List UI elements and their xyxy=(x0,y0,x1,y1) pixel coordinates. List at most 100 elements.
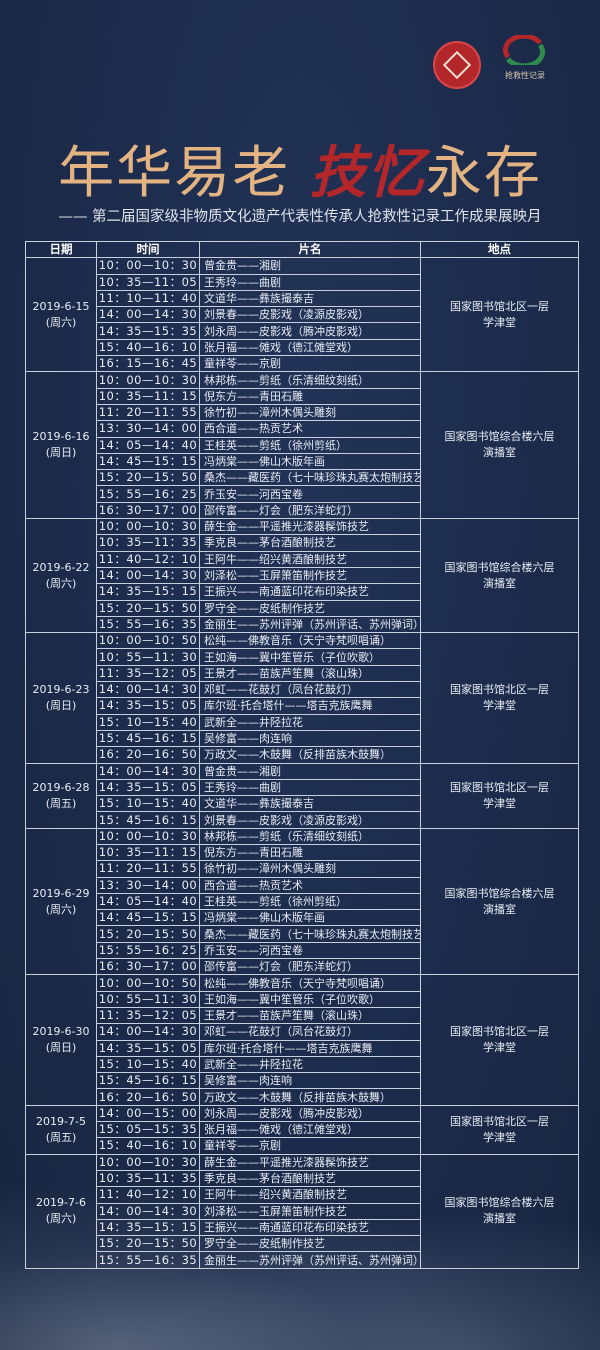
film-cell: 乔玉安——河西宝卷 xyxy=(199,485,421,503)
time-cell: 10：00—10：50 xyxy=(96,632,200,650)
weekday-text: (周五) xyxy=(45,1130,77,1144)
venue-cell: 国家图书馆北区一层 学津堂 xyxy=(420,632,579,764)
film-cell: 库尔班·托合塔什——塔吉克族鹰舞 xyxy=(199,1039,421,1057)
weekday-text: (周日) xyxy=(45,1041,77,1055)
date-cell: 2019-6-23 (周日) xyxy=(25,632,97,764)
time-cell: 15：10—15：40 xyxy=(96,1055,200,1074)
time-cell: 15：45—16：15 xyxy=(96,1072,200,1090)
weekday-text: (周日) xyxy=(45,446,77,460)
table-row: 15：20—15：50 罗守全——皮纸制作技艺 xyxy=(26,599,579,617)
venue-cell: 国家图书馆综合楼六层 演播室 xyxy=(420,827,579,976)
time-cell: 14：05—14：40 xyxy=(96,892,200,911)
film-cell: 林邦栋——剪纸（乐清细纹刻纸） xyxy=(199,371,421,389)
table-row: 16：20—16：50 万政文——木鼓舞（反排苗族木鼓舞） xyxy=(26,1088,579,1106)
film-cell: 童祥苓——京剧 xyxy=(199,1137,421,1155)
time-cell: 15：55—16：35 xyxy=(96,1251,200,1269)
time-cell: 15：20—15：50 xyxy=(96,469,200,487)
room-text: 演播室 xyxy=(483,902,516,916)
venue-text: 国家图书馆北区一层 xyxy=(450,682,549,696)
film-cell: 徐竹初——漳州木偶头雕刻 xyxy=(199,403,421,422)
venue-cell: 国家图书馆综合楼六层 演播室 xyxy=(420,1153,579,1269)
time-cell: 10：00—10：30 xyxy=(96,257,200,275)
film-cell: 吴修富——肉连响 xyxy=(199,1072,421,1090)
film-cell: 武新全——井陉拉花 xyxy=(199,1055,421,1074)
film-cell: 刘泽松——玉屏箫笛制作技艺 xyxy=(199,1202,421,1220)
time-cell: 11：40—12：10 xyxy=(96,1186,200,1204)
date-text: 2019-6-29 xyxy=(32,886,90,900)
time-cell: 10：35—11：35 xyxy=(96,534,200,552)
table-header-row: 日期 时间 片名 地点 xyxy=(25,240,579,259)
time-cell: 11：35—12：05 xyxy=(96,664,200,683)
table-row: 2019-6-22 (周六) 10：00—10：30 薛生金——平遥推光漆器髹饰技艺国… xyxy=(25,518,579,634)
time-cell: 14：35—15：05 xyxy=(96,697,200,715)
room-text: 学津堂 xyxy=(483,1041,516,1055)
time-cell: 14：35—15：35 xyxy=(96,322,200,340)
time-cell: 10：55—11：30 xyxy=(96,648,200,666)
room-text: 学津堂 xyxy=(483,1130,516,1144)
header-time: 时间 xyxy=(96,240,200,259)
film-cell: 邵传富——灯会（肥东洋蛇灯） xyxy=(199,501,421,520)
table-row: 15：55—16：35 金丽生——苏州评弹（苏州评话、苏州弹词） xyxy=(26,1251,579,1269)
header-venue: 地点 xyxy=(420,240,579,259)
date-cell: 2019-6-22 (周六) xyxy=(25,518,97,634)
table-row: 14：05—14：40 王桂英——剪纸（徐州剪纸） xyxy=(26,436,579,454)
table-row: 2019-6-15 (周六) 10：00—10：30 曾金贵——湘剧 国家图书馆北区一层… xyxy=(25,257,579,373)
time-cell: 15：10—15：40 xyxy=(96,795,200,813)
table-row: 11：20—11：55 徐竹初——漳州木偶头雕刻 xyxy=(26,403,579,422)
time-cell: 15：40—16：10 xyxy=(96,1137,200,1155)
table-row: 15：05—15：35 张月福——傩戏（德江傩堂戏） xyxy=(26,1121,579,1139)
date-cell: 2019-6-16 (周日) xyxy=(25,371,97,520)
film-cell: 薛生金——平遥推光漆器髹饰技艺 xyxy=(199,518,421,536)
table-row: 10：35—11：35 季克良——茅台酒酿制技艺 xyxy=(26,534,579,552)
table-row: 14：00—14：30 刘泽松——玉屏箫笛制作技艺 xyxy=(26,1202,579,1220)
date-cell: 2019-6-29 (周六) xyxy=(25,827,97,976)
film-cell: 邵传富——灯会（肥东洋蛇灯） xyxy=(199,958,421,976)
film-cell: 刘景春——皮影戏（凌源皮影戏） xyxy=(199,306,421,324)
film-cell: 林邦栋——剪纸（乐清细纹刻纸） xyxy=(199,827,421,845)
page-subtitle: —— 第二届国家级非物质文化遗产代表性传承人抢救性记录工作成果展映月 xyxy=(58,209,542,225)
time-cell: 15：40—16：10 xyxy=(96,338,200,357)
table-row: 14：35—15：35 刘永周——皮影戏（腾冲皮影戏） xyxy=(26,322,579,340)
time-cell: 15：10—15：40 xyxy=(96,713,200,731)
time-cell: 10：00—10：30 xyxy=(96,1153,200,1171)
venue-text: 国家图书馆综合楼六层 xyxy=(444,1196,555,1210)
table-row: 15：40—16：10 童祥苓——京剧 xyxy=(26,1137,579,1155)
table-row: 2019-6-28 (周五) 14：00—14：30 曾金贵——湘剧 国家图书馆北区一层… xyxy=(25,762,579,829)
header-film: 片名 xyxy=(199,240,421,259)
date-cell: 2019-6-30 (周日) xyxy=(25,974,97,1106)
film-cell: 王桂英——剪纸（徐州剪纸） xyxy=(199,436,421,454)
venue-cell: 国家图书馆综合楼六层 演播室 xyxy=(420,371,579,520)
film-cell: 王振兴——南通蓝印花布印染技艺 xyxy=(199,583,421,601)
table-row: 16：30—17：00 邵传富——灯会（肥东洋蛇灯） xyxy=(26,958,579,976)
venue-text: 国家图书馆综合楼六层 xyxy=(444,560,555,574)
rescue-record-logo xyxy=(502,35,546,65)
venue-cell: 国家图书馆北区一层 学津堂 xyxy=(420,1104,579,1155)
table-row: 14：00—14：30 刘泽松——玉屏箫笛制作技艺 xyxy=(26,566,579,585)
date-text: 2019-6-30 xyxy=(32,1025,90,1039)
time-cell: 16：30—17：00 xyxy=(96,958,200,976)
weekday-text: (周五) xyxy=(45,796,77,810)
time-cell: 16：30—17：00 xyxy=(96,501,200,520)
room-text: 学津堂 xyxy=(483,796,516,810)
time-cell: 15：20—15：50 xyxy=(96,1235,200,1253)
date-cell: 2019-7-5 (周五) xyxy=(25,1104,97,1155)
time-cell: 15：55—16：25 xyxy=(96,485,200,503)
intangible-heritage-logo xyxy=(433,41,481,89)
film-cell: 万政文——木鼓舞（反排苗族木鼓舞） xyxy=(199,1088,421,1106)
title-part1: 年华易老 xyxy=(58,141,291,206)
page-title: 年华易老 技忆永存 xyxy=(0,128,600,209)
film-cell: 曾金贵——湘剧 xyxy=(199,257,421,275)
film-cell: 倪东方——青田石雕 xyxy=(199,843,421,862)
room-text: 演播室 xyxy=(483,576,516,590)
table-row: 11：10—11：40 文道华——彝族撮泰吉 xyxy=(26,289,579,308)
date-text: 2019-6-16 xyxy=(32,430,90,444)
film-cell: 刘景春——皮影戏（凌源皮影戏） xyxy=(199,811,421,829)
venue-cell: 国家图书馆北区一层 学津堂 xyxy=(420,257,579,373)
time-cell: 15：45—16：15 xyxy=(96,729,200,748)
venue-text: 国家图书馆北区一层 xyxy=(450,780,549,794)
table-row: 15：10—15：40 武新全——井陉拉花 xyxy=(26,1055,579,1074)
time-cell: 15：55—16：25 xyxy=(96,941,200,960)
film-cell: 桑杰——藏医药（七十味珍珠丸赛太炮制技艺） xyxy=(199,925,421,943)
table-row: 14：45—15：15 冯炳棠——佛山木版年画 xyxy=(26,452,579,471)
film-cell: 文道华——彝族撮泰吉 xyxy=(199,795,421,813)
